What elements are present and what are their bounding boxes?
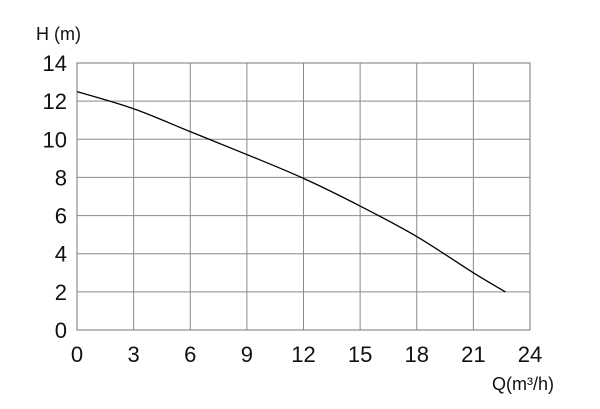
x-tick-label: 0 — [71, 342, 83, 367]
y-tick-label: 12 — [43, 89, 67, 114]
plot-frame — [76, 62, 531, 331]
y-axis-label: H (m) — [36, 24, 81, 44]
x-tick-label: 24 — [518, 342, 542, 367]
x-tick-label: 15 — [348, 342, 372, 367]
x-tick-label: 21 — [461, 342, 485, 367]
x-tick-label: 6 — [184, 342, 196, 367]
performance-curve — [76, 90, 506, 293]
y-tick-label: 4 — [55, 242, 67, 267]
x-tick-label: 18 — [405, 342, 429, 367]
y-tick-label: 2 — [55, 280, 67, 305]
x-tick-label: 3 — [128, 342, 140, 367]
y-tick-label: 6 — [55, 204, 67, 229]
y-tick-label: 14 — [43, 51, 67, 76]
x-axis-label: Q(m³/h) — [492, 374, 554, 394]
x-tick-label: 9 — [241, 342, 253, 367]
y-tick-label: 10 — [43, 127, 67, 152]
x-tick-label: 12 — [291, 342, 315, 367]
y-tick-label: 8 — [55, 165, 67, 190]
y-tick-label: 0 — [55, 318, 67, 343]
